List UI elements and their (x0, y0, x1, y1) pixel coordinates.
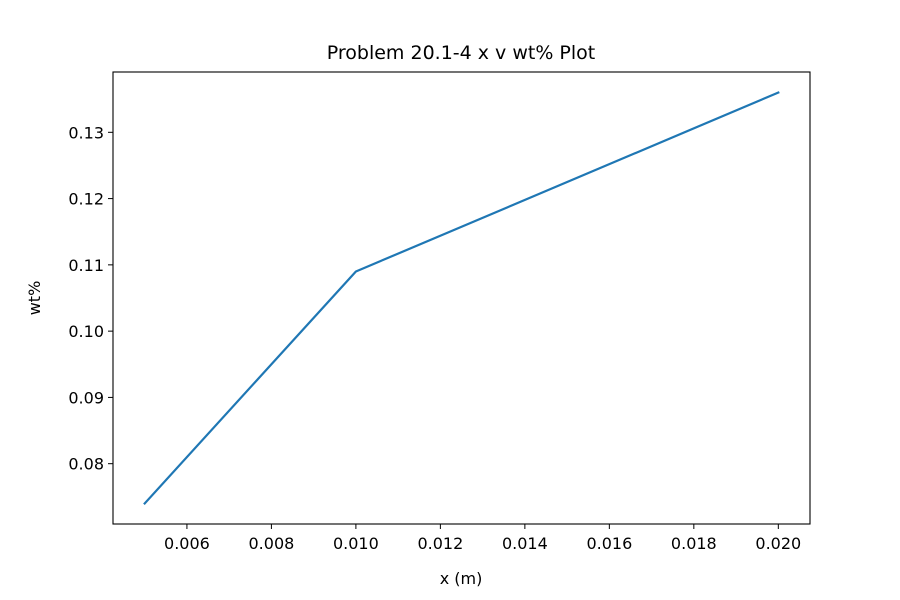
series-line-0 (143, 91, 780, 506)
x-tick-label: 0.014 (502, 534, 548, 553)
axes-frame (112, 71, 811, 525)
x-tick-label: 0.012 (417, 534, 463, 553)
x-tick-label: 0.008 (249, 534, 295, 553)
y-tick-label: 0.08 (68, 455, 104, 474)
y-axis-label: wt% (25, 281, 44, 316)
x-tick-label: 0.018 (671, 534, 717, 553)
chart-title: Problem 20.1-4 x v wt% Plot (327, 42, 595, 64)
y-tick-label: 0.10 (68, 322, 104, 341)
plot-area: 0.006 0.008 0.010 0.012 0.014 0.016 0.018 0.020… (68, 71, 811, 553)
x-tick-label: 0.016 (586, 534, 632, 553)
x-tick-label: 0.006 (164, 534, 210, 553)
x-axis-label: x (m) (440, 569, 483, 588)
x-tick-label: 0.010 (333, 534, 379, 553)
y-tick-label: 0.09 (68, 388, 104, 407)
y-tick-label: 0.13 (68, 123, 104, 142)
x-tick-label: 0.020 (755, 534, 801, 553)
y-tick-label: 0.12 (68, 190, 104, 209)
y-tick-label: 0.11 (68, 256, 104, 275)
